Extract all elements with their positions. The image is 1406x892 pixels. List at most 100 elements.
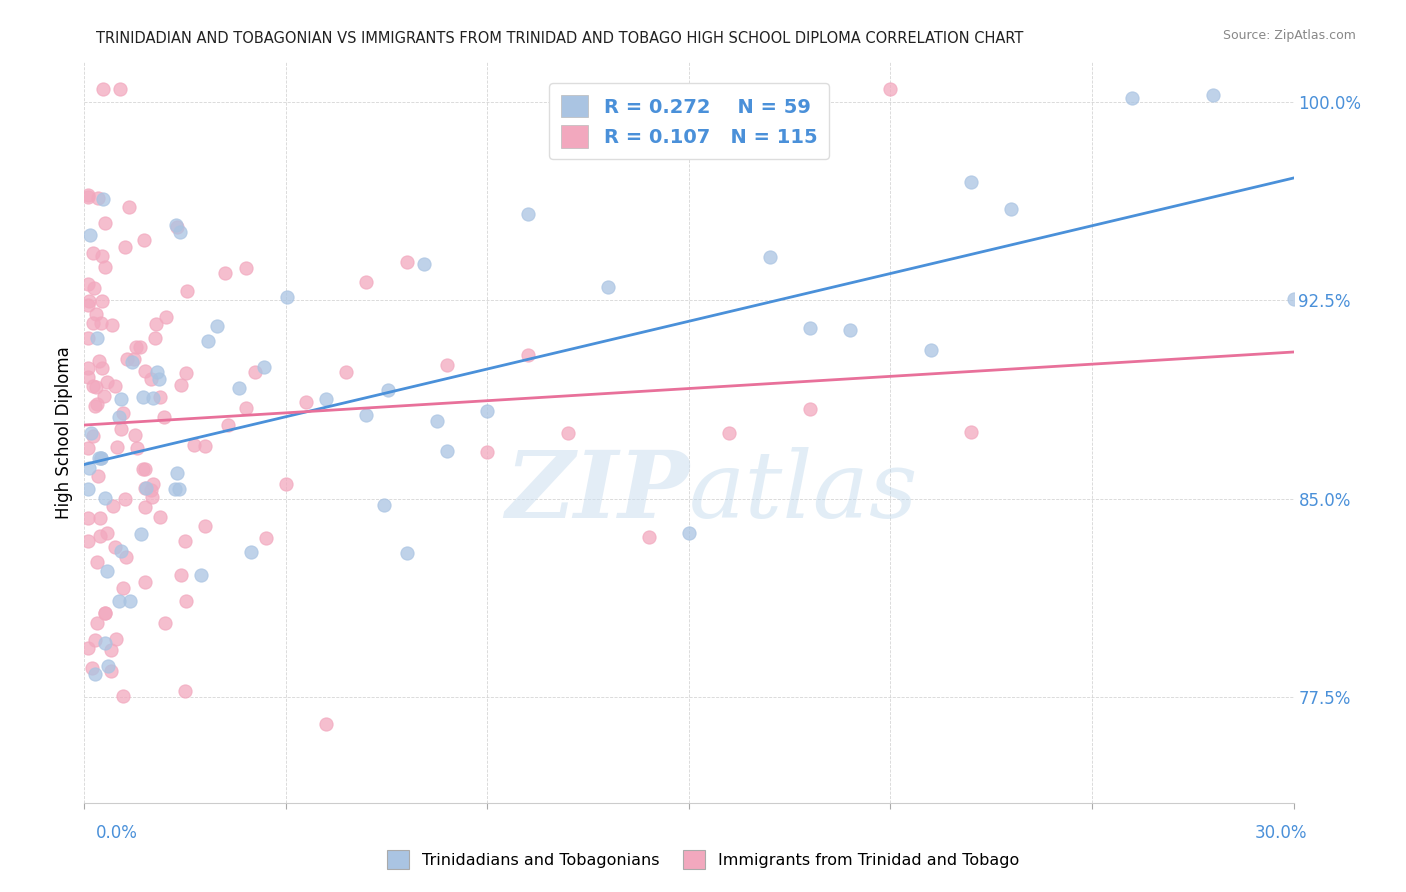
Legend: R = 0.272    N = 59, R = 0.107   N = 115: R = 0.272 N = 59, R = 0.107 N = 115 <box>550 83 828 160</box>
Point <box>426 414 449 428</box>
Text: 0.0%: 0.0% <box>96 824 138 842</box>
Point <box>86 555 108 569</box>
Point <box>91 82 114 96</box>
Point <box>960 175 983 189</box>
Point <box>77 483 100 497</box>
Point <box>190 567 212 582</box>
Y-axis label: High School Diploma: High School Diploma <box>55 346 73 519</box>
Point <box>799 402 821 417</box>
Point <box>91 249 114 263</box>
Point <box>395 546 418 560</box>
Point <box>79 228 101 243</box>
Point <box>132 233 155 247</box>
Point <box>163 483 186 497</box>
Point <box>86 616 108 631</box>
Point <box>105 440 128 454</box>
Point <box>149 510 172 524</box>
Point <box>124 427 146 442</box>
Point <box>166 220 188 235</box>
Point <box>315 392 337 407</box>
Point <box>77 461 100 475</box>
Point <box>122 351 145 366</box>
Point <box>134 364 156 378</box>
Point <box>174 367 197 381</box>
Point <box>101 318 124 333</box>
Point <box>134 575 156 590</box>
Point <box>132 461 155 475</box>
Point <box>77 189 100 203</box>
Point <box>82 246 104 260</box>
Point <box>94 491 117 506</box>
Point <box>153 410 176 425</box>
Point <box>114 491 136 506</box>
Point <box>146 365 169 379</box>
Point <box>89 450 111 465</box>
Text: Source: ZipAtlas.com: Source: ZipAtlas.com <box>1223 29 1357 42</box>
Point <box>228 381 250 395</box>
Point <box>87 468 110 483</box>
Point <box>194 439 217 453</box>
Point <box>93 606 115 620</box>
Point <box>131 527 153 541</box>
Point <box>214 266 236 280</box>
Point <box>356 275 378 289</box>
Point <box>96 564 118 578</box>
Point <box>77 298 100 312</box>
Point <box>183 438 205 452</box>
Point <box>77 640 100 655</box>
Point <box>141 490 163 504</box>
Point <box>110 392 132 407</box>
Point <box>111 406 134 420</box>
Point <box>436 358 458 372</box>
Text: TRINIDADIAN AND TOBAGONIAN VS IMMIGRANTS FROM TRINIDAD AND TOBAGO HIGH SCHOOL DI: TRINIDADIAN AND TOBAGONIAN VS IMMIGRANTS… <box>96 31 1024 46</box>
Point <box>82 429 104 443</box>
Point <box>335 365 357 379</box>
Point <box>879 82 901 96</box>
Point <box>77 511 100 525</box>
Point <box>477 445 499 459</box>
Point <box>89 511 111 525</box>
Point <box>80 425 103 440</box>
Point <box>101 499 124 513</box>
Point <box>82 379 104 393</box>
Point <box>96 375 118 389</box>
Point <box>170 567 193 582</box>
Point <box>598 280 620 294</box>
Point <box>91 192 114 206</box>
Point <box>373 498 395 512</box>
Point <box>245 365 267 379</box>
Point <box>115 550 138 565</box>
Point <box>174 594 197 608</box>
Point <box>110 422 132 436</box>
Point <box>239 544 262 558</box>
Point <box>139 371 162 385</box>
Point <box>93 606 115 620</box>
Point <box>84 307 107 321</box>
Point <box>142 476 165 491</box>
Point <box>1121 91 1143 105</box>
Point <box>83 281 105 295</box>
Point <box>77 188 100 202</box>
Point <box>108 594 131 608</box>
Point <box>205 318 228 333</box>
Point <box>120 593 142 607</box>
Point <box>108 82 131 96</box>
Point <box>637 530 659 544</box>
Point <box>112 690 135 704</box>
Point <box>115 352 138 367</box>
Point <box>217 417 239 432</box>
Point <box>557 425 579 440</box>
Point <box>413 256 436 270</box>
Point <box>1000 202 1022 216</box>
Point <box>125 340 148 354</box>
Point <box>395 254 418 268</box>
Point <box>94 260 117 275</box>
Point <box>83 399 105 413</box>
Point <box>104 632 127 646</box>
Point <box>96 525 118 540</box>
Point <box>97 658 120 673</box>
Point <box>84 380 107 394</box>
Point <box>839 323 862 337</box>
Point <box>83 667 105 681</box>
Point <box>143 331 166 345</box>
